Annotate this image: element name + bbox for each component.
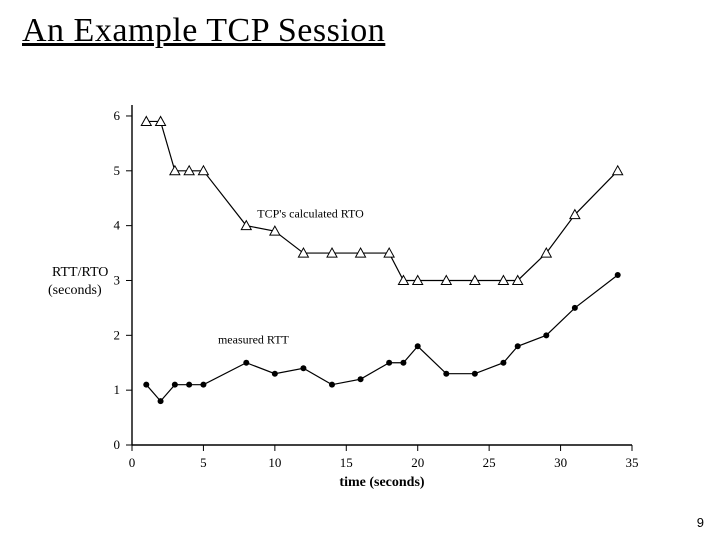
y-tick-label: 6: [114, 108, 121, 123]
y-tick-label: 3: [114, 272, 121, 287]
x-tick-label: 25: [483, 455, 496, 470]
circle-marker: [572, 305, 578, 311]
y-tick-label: 0: [114, 437, 121, 452]
circle-marker: [443, 371, 449, 377]
series-label: TCP's calculated RTO: [257, 206, 364, 220]
circle-marker: [415, 343, 421, 349]
circle-marker: [329, 382, 335, 388]
circle-marker: [158, 398, 164, 404]
circle-marker: [400, 360, 406, 366]
circle-marker: [172, 382, 178, 388]
x-tick-label: 5: [200, 455, 207, 470]
triangle-marker: [541, 248, 551, 257]
x-axis-label: time (seconds): [339, 475, 424, 490]
circle-marker: [615, 272, 621, 278]
circle-marker: [143, 382, 149, 388]
y-tick-label: 1: [114, 382, 121, 397]
slide-root: { "title": "An Example TCP Session", "pa…: [0, 0, 720, 540]
circle-marker: [358, 376, 364, 382]
circle-marker: [272, 371, 278, 377]
y-tick-label: 5: [114, 163, 121, 178]
x-tick-label: 15: [340, 455, 353, 470]
triangle-marker: [613, 166, 623, 175]
chart-container: 0 5 10 15 20 25 30 35 0 1 2 3 4 5 6 RTT/RTO (seconds) tim…: [42, 95, 652, 500]
x-tick-label: 10: [268, 455, 281, 470]
circle-marker: [543, 332, 549, 338]
circle-marker: [500, 360, 506, 366]
x-tick-label: 20: [411, 455, 424, 470]
circle-marker: [300, 365, 306, 371]
y-tick-label: 2: [114, 327, 121, 342]
circle-marker: [186, 382, 192, 388]
y-tick-label: 4: [114, 218, 121, 233]
circle-marker: [386, 360, 392, 366]
y-axis-label: RTT/RTO: [52, 265, 108, 280]
circle-marker: [243, 360, 249, 366]
x-tick-label: 35: [626, 455, 639, 470]
slide-title: An Example TCP Session: [22, 12, 385, 50]
x-tick-label: 0: [129, 455, 136, 470]
rtt-rto-line-chart: 0 5 10 15 20 25 30 35 0 1 2 3 4 5 6 RTT/RTO (seconds) tim…: [42, 95, 652, 500]
circle-marker: [472, 371, 478, 377]
circle-marker: [200, 382, 206, 388]
page-number: 9: [697, 515, 704, 530]
x-tick-label: 30: [554, 455, 567, 470]
circle-marker: [515, 343, 521, 349]
y-axis-label: (seconds): [48, 283, 102, 298]
series-label: measured RTT: [218, 333, 290, 347]
